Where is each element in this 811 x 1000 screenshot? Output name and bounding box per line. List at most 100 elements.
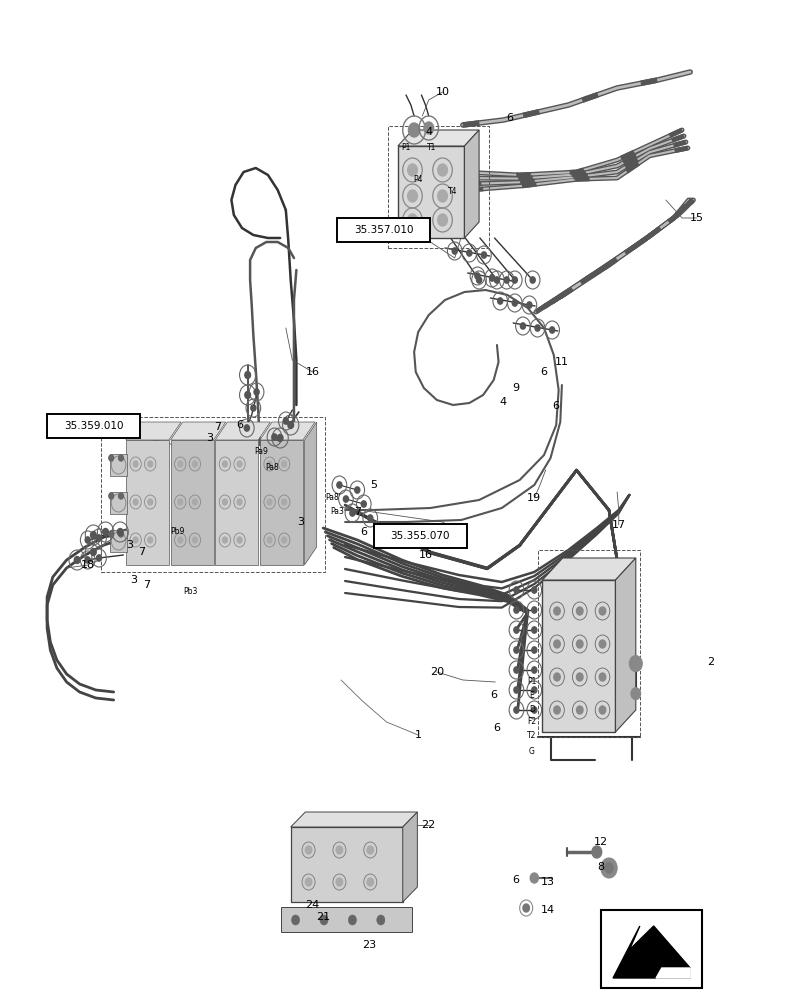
Circle shape — [466, 250, 471, 256]
Bar — [109, 492, 127, 514]
Text: F2: F2 — [526, 718, 536, 726]
Text: 9: 9 — [512, 383, 518, 393]
Polygon shape — [397, 130, 478, 146]
Text: 6: 6 — [493, 723, 500, 733]
Text: 3: 3 — [206, 433, 212, 443]
Circle shape — [85, 557, 90, 563]
Circle shape — [75, 556, 79, 564]
Circle shape — [531, 607, 536, 613]
Polygon shape — [464, 130, 478, 238]
Text: 11: 11 — [554, 357, 569, 367]
Text: T1: T1 — [427, 143, 436, 152]
Circle shape — [522, 904, 529, 912]
Circle shape — [534, 325, 539, 331]
Circle shape — [513, 647, 518, 653]
Text: 15: 15 — [689, 213, 703, 223]
Text: 2: 2 — [706, 657, 713, 667]
Circle shape — [192, 461, 197, 467]
Bar — [109, 530, 127, 552]
Circle shape — [553, 673, 560, 681]
Bar — [101, 417, 324, 572]
Text: Pb3: Pb3 — [183, 587, 198, 596]
Circle shape — [133, 461, 138, 467]
Circle shape — [350, 510, 354, 516]
Circle shape — [192, 499, 197, 505]
Text: P1: P1 — [526, 678, 536, 686]
Text: 7: 7 — [354, 507, 360, 517]
Circle shape — [513, 607, 518, 613]
Circle shape — [474, 273, 479, 279]
Text: 12: 12 — [593, 837, 607, 847]
Circle shape — [576, 607, 582, 615]
Circle shape — [553, 706, 560, 714]
Text: 18: 18 — [80, 560, 95, 570]
Circle shape — [530, 277, 534, 283]
Bar — [126, 440, 169, 565]
Text: 6: 6 — [506, 113, 513, 123]
Circle shape — [337, 482, 341, 488]
Circle shape — [367, 515, 372, 521]
Text: Pa9: Pa9 — [254, 448, 268, 456]
Text: 35.355.070: 35.355.070 — [390, 531, 449, 541]
Text: T4: T4 — [448, 188, 457, 196]
Circle shape — [133, 499, 138, 505]
Text: 6: 6 — [552, 401, 559, 411]
Polygon shape — [542, 558, 635, 580]
Polygon shape — [655, 968, 689, 978]
Circle shape — [237, 461, 242, 467]
Polygon shape — [612, 926, 689, 978]
Circle shape — [531, 647, 536, 653]
Circle shape — [476, 277, 481, 283]
Polygon shape — [402, 812, 417, 902]
Text: 16: 16 — [305, 367, 320, 377]
Text: 7: 7 — [139, 547, 145, 557]
Circle shape — [576, 706, 582, 714]
Text: E: E — [529, 690, 534, 700]
Circle shape — [553, 607, 560, 615]
Text: 24: 24 — [305, 900, 320, 910]
Circle shape — [267, 499, 272, 505]
Circle shape — [97, 535, 101, 541]
Circle shape — [178, 499, 182, 505]
Text: 35.357.010: 35.357.010 — [354, 225, 413, 235]
Circle shape — [604, 863, 612, 873]
Text: Pb9: Pb9 — [169, 528, 184, 536]
Polygon shape — [260, 422, 315, 440]
Text: 7: 7 — [214, 422, 221, 432]
Circle shape — [423, 122, 433, 134]
Text: 3: 3 — [297, 517, 303, 527]
Circle shape — [629, 656, 642, 672]
Circle shape — [244, 425, 249, 431]
Circle shape — [109, 531, 114, 537]
Circle shape — [600, 858, 616, 878]
Circle shape — [336, 878, 342, 886]
Circle shape — [291, 915, 299, 925]
Circle shape — [576, 640, 582, 648]
Circle shape — [361, 501, 366, 507]
Circle shape — [512, 277, 517, 283]
Circle shape — [267, 537, 272, 543]
Circle shape — [489, 275, 494, 281]
Circle shape — [513, 707, 518, 713]
Circle shape — [504, 277, 508, 283]
Circle shape — [118, 493, 123, 499]
Circle shape — [133, 537, 138, 543]
Circle shape — [494, 277, 499, 283]
Circle shape — [85, 537, 90, 543]
Text: Pa8: Pa8 — [265, 464, 278, 473]
Circle shape — [553, 640, 560, 648]
Text: 4: 4 — [500, 397, 506, 407]
Circle shape — [336, 846, 342, 854]
Circle shape — [272, 434, 277, 440]
Text: 6: 6 — [236, 420, 242, 430]
Circle shape — [599, 640, 605, 648]
Circle shape — [599, 607, 605, 615]
Circle shape — [118, 531, 123, 537]
Circle shape — [531, 627, 536, 633]
Circle shape — [281, 461, 286, 467]
Polygon shape — [215, 422, 270, 440]
Circle shape — [630, 688, 640, 700]
Circle shape — [118, 455, 123, 461]
Circle shape — [437, 190, 447, 202]
Circle shape — [305, 878, 311, 886]
